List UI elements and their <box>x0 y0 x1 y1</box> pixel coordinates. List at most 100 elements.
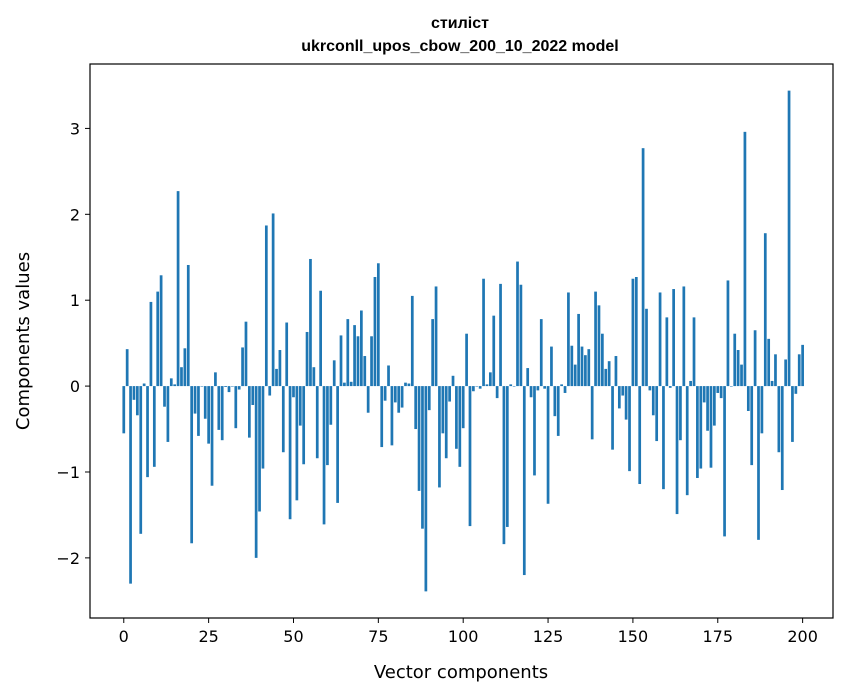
bar <box>482 278 485 387</box>
bar <box>702 386 706 403</box>
bar <box>227 386 231 393</box>
bar <box>383 386 387 401</box>
bar <box>675 386 679 515</box>
bar <box>244 321 248 387</box>
bar <box>149 301 153 387</box>
bar <box>757 386 760 540</box>
bar <box>125 349 129 387</box>
bar <box>784 359 788 387</box>
bar <box>570 345 574 387</box>
bar <box>210 386 214 486</box>
bar <box>573 364 577 387</box>
bar <box>271 213 275 387</box>
bar <box>770 380 774 387</box>
bar <box>241 347 244 387</box>
bar <box>774 354 777 387</box>
bar <box>132 386 136 400</box>
x-tick-label: 75 <box>368 627 388 646</box>
bar <box>502 386 506 545</box>
bar <box>214 372 217 387</box>
bar <box>404 382 407 387</box>
bar <box>519 284 523 387</box>
bar <box>580 346 584 387</box>
bar <box>719 386 723 399</box>
bar <box>183 348 187 387</box>
bar <box>370 336 373 387</box>
bar <box>563 386 567 393</box>
x-axis-ticks: 0 25 50 75 100 125 150 175 200 <box>119 618 818 646</box>
bar <box>387 365 390 387</box>
bar <box>716 386 720 393</box>
bar <box>237 386 241 390</box>
bar <box>156 291 160 387</box>
bar <box>458 386 462 467</box>
bar <box>709 386 713 468</box>
bar <box>197 386 200 436</box>
bar <box>397 386 401 413</box>
bar <box>200 386 204 387</box>
bar <box>682 286 686 387</box>
bar <box>264 225 268 387</box>
bar <box>261 386 265 469</box>
bar <box>336 386 339 503</box>
bar <box>332 360 336 387</box>
bar <box>441 386 445 434</box>
bar <box>461 386 465 429</box>
bar <box>176 191 180 387</box>
bar <box>163 386 166 407</box>
bar <box>641 148 645 387</box>
bar <box>604 368 608 387</box>
bar-series <box>122 90 804 592</box>
bar <box>343 382 346 387</box>
bar <box>539 319 543 387</box>
bar <box>376 263 380 387</box>
bar <box>295 386 299 501</box>
bar <box>281 386 285 453</box>
bar <box>393 386 397 403</box>
bar <box>152 386 156 467</box>
bar <box>638 386 642 485</box>
bar <box>499 283 502 387</box>
bar <box>726 280 730 387</box>
x-tick-label: 150 <box>618 627 649 646</box>
bar <box>268 386 272 396</box>
bar <box>285 322 289 387</box>
bar <box>651 386 655 416</box>
bar <box>529 386 533 398</box>
bar <box>292 386 295 398</box>
bar <box>791 386 794 442</box>
bar <box>139 386 143 534</box>
bar <box>407 383 411 387</box>
bar <box>594 291 597 387</box>
bar <box>231 386 234 387</box>
bar <box>159 275 163 387</box>
bar <box>617 386 621 409</box>
bar <box>315 386 319 459</box>
bar <box>495 386 499 399</box>
bar <box>438 386 441 488</box>
bar <box>556 386 560 436</box>
bar <box>577 313 580 387</box>
bar <box>220 386 224 441</box>
bar <box>329 386 333 425</box>
bar <box>373 277 377 387</box>
bar <box>444 386 448 459</box>
bar <box>743 131 747 387</box>
bar <box>346 319 350 387</box>
y-tick-label: 2 <box>70 205 80 224</box>
bar <box>180 367 183 387</box>
bar <box>312 367 316 387</box>
bar <box>729 386 733 387</box>
bar <box>122 386 126 434</box>
bar <box>356 336 360 387</box>
bar <box>193 386 197 414</box>
bar <box>217 386 221 430</box>
bar <box>797 354 801 387</box>
bar <box>275 368 278 387</box>
bar <box>173 384 177 387</box>
bar <box>424 386 428 592</box>
bar <box>699 386 703 469</box>
bar <box>349 381 353 387</box>
